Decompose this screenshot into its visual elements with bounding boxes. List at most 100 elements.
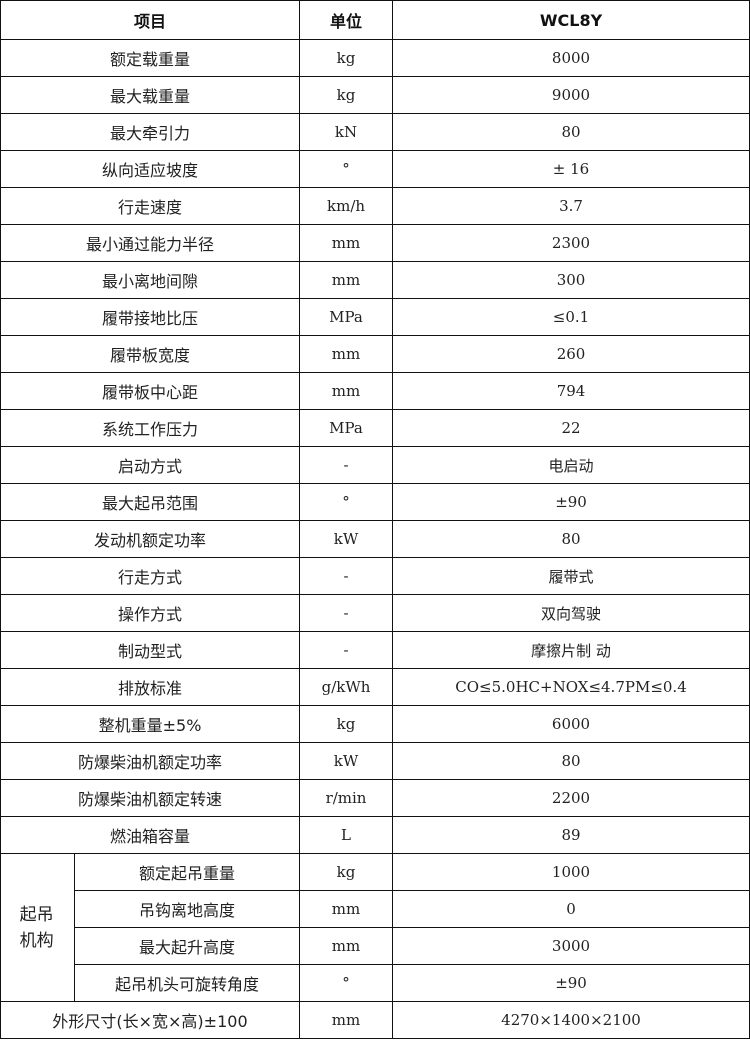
table-row: 行走方式 - 履带式 (0, 557, 750, 595)
row-item: 启动方式 (0, 446, 301, 484)
row-unit: kg (299, 705, 394, 743)
row-value: 1000 (392, 853, 750, 891)
row-item: 履带接地比压 (0, 298, 301, 336)
row-item: 吊钩离地高度 (73, 890, 301, 928)
row-item: 起吊机头可旋转角度 (73, 964, 301, 1002)
header-unit: 单位 (299, 0, 394, 40)
row-unit: - (299, 594, 394, 632)
row-unit: kN (299, 113, 394, 151)
row-item: 发动机额定功率 (0, 520, 301, 558)
row-value: 履带式 (392, 557, 750, 595)
row-item: 防爆柴油机额定转速 (0, 779, 301, 817)
row-unit: mm (299, 1001, 394, 1039)
row-value: 3000 (392, 927, 750, 965)
row-unit: mm (299, 927, 394, 965)
table-row: 排放标准 g/kWh CO≤5.0HC+NOX≤4.7PM≤0.4 (0, 668, 750, 706)
table-row: 额定载重量 kg 8000 (0, 39, 750, 77)
row-value: ±90 (392, 964, 750, 1002)
table-row: 制动型式 - 摩擦片制 动 (0, 631, 750, 669)
row-unit: ° (299, 964, 394, 1002)
row-unit: mm (299, 224, 394, 262)
group-cell: 起吊机构 (0, 853, 75, 1002)
row-value: 4270×1400×2100 (392, 1001, 750, 1039)
row-unit: kg (299, 76, 394, 114)
row-unit: MPa (299, 298, 394, 336)
table-row: 履带板中心距 mm 794 (0, 372, 750, 410)
row-item: 最大起吊范围 (0, 483, 301, 521)
table-row: 防爆柴油机额定功率 kW 80 (0, 742, 750, 780)
group-label: 起吊机构 (19, 904, 54, 951)
row-item: 行走速度 (0, 187, 301, 225)
row-unit: L (299, 816, 394, 854)
row-item: 额定载重量 (0, 39, 301, 77)
row-unit: mm (299, 335, 394, 373)
row-unit: mm (299, 372, 394, 410)
row-value: 300 (392, 261, 750, 299)
row-item: 系统工作压力 (0, 409, 301, 447)
table-row: 履带接地比压 MPa ≤0.1 (0, 298, 750, 336)
row-value: 0 (392, 890, 750, 928)
row-unit: r/min (299, 779, 394, 817)
row-value: CO≤5.0HC+NOX≤4.7PM≤0.4 (392, 668, 750, 706)
row-value: 6000 (392, 705, 750, 743)
row-item: 额定起吊重量 (73, 853, 301, 891)
row-unit: ° (299, 483, 394, 521)
row-unit: kg (299, 39, 394, 77)
row-value: ±90 (392, 483, 750, 521)
row-item: 排放标准 (0, 668, 301, 706)
header-item: 项目 (0, 0, 301, 40)
table-row: 起吊机头可旋转角度 ° ±90 (1, 964, 750, 1002)
row-item: 最大牵引力 (0, 113, 301, 151)
row-unit: ° (299, 150, 394, 188)
row-unit: mm (299, 890, 394, 928)
row-value: 3.7 (392, 187, 750, 225)
table-row: 外形尺寸(长×宽×高)±100 mm 4270×1400×2100 (0, 1001, 750, 1039)
table-row: 启动方式 - 电启动 (0, 446, 750, 484)
table-row: 防爆柴油机额定转速 r/min 2200 (0, 779, 750, 817)
row-value: 2300 (392, 224, 750, 262)
table-row: 整机重量±5% kg 6000 (0, 705, 750, 743)
row-unit: km/h (299, 187, 394, 225)
row-value: 260 (392, 335, 750, 373)
table-row: 履带板宽度 mm 260 (0, 335, 750, 373)
row-value: 8000 (392, 39, 750, 77)
row-unit: - (299, 631, 394, 669)
row-value: 摩擦片制 动 (392, 631, 750, 669)
table-row: 纵向适应坡度 ° ± 16 (0, 150, 750, 188)
row-value: 9000 (392, 76, 750, 114)
table-row: 行走速度 km/h 3.7 (0, 187, 750, 225)
row-unit: MPa (299, 409, 394, 447)
row-item: 最小离地间隙 (0, 261, 301, 299)
table-row: 发动机额定功率 kW 80 (0, 520, 750, 558)
table-row: 最大起吊范围 ° ±90 (0, 483, 750, 521)
row-item: 最大载重量 (0, 76, 301, 114)
row-item: 履带板中心距 (0, 372, 301, 410)
row-item: 行走方式 (0, 557, 301, 595)
row-item: 外形尺寸(长×宽×高)±100 (0, 1001, 301, 1039)
table-row: 最小离地间隙 mm 300 (0, 261, 750, 299)
row-item: 最小通过能力半径 (0, 224, 301, 262)
row-item: 防爆柴油机额定功率 (0, 742, 301, 780)
row-unit: - (299, 557, 394, 595)
row-unit: g/kWh (299, 668, 394, 706)
row-item: 履带板宽度 (0, 335, 301, 373)
table-row: 最小通过能力半径 mm 2300 (0, 224, 750, 262)
row-unit: kW (299, 742, 394, 780)
row-item: 操作方式 (0, 594, 301, 632)
row-value: 80 (392, 742, 750, 780)
table-row: 操作方式 - 双向驾驶 (0, 594, 750, 632)
row-value: ± 16 (392, 150, 750, 188)
row-value: 89 (392, 816, 750, 854)
row-item: 整机重量±5% (0, 705, 301, 743)
row-unit: - (299, 446, 394, 484)
row-value: 794 (392, 372, 750, 410)
row-item: 最大起升高度 (73, 927, 301, 965)
row-unit: kW (299, 520, 394, 558)
row-value: 80 (392, 113, 750, 151)
row-unit: kg (299, 853, 394, 891)
table-row: 吊钩离地高度 mm 0 (1, 890, 750, 928)
row-item: 制动型式 (0, 631, 301, 669)
row-item: 纵向适应坡度 (0, 150, 301, 188)
row-item: 燃油箱容量 (0, 816, 301, 854)
